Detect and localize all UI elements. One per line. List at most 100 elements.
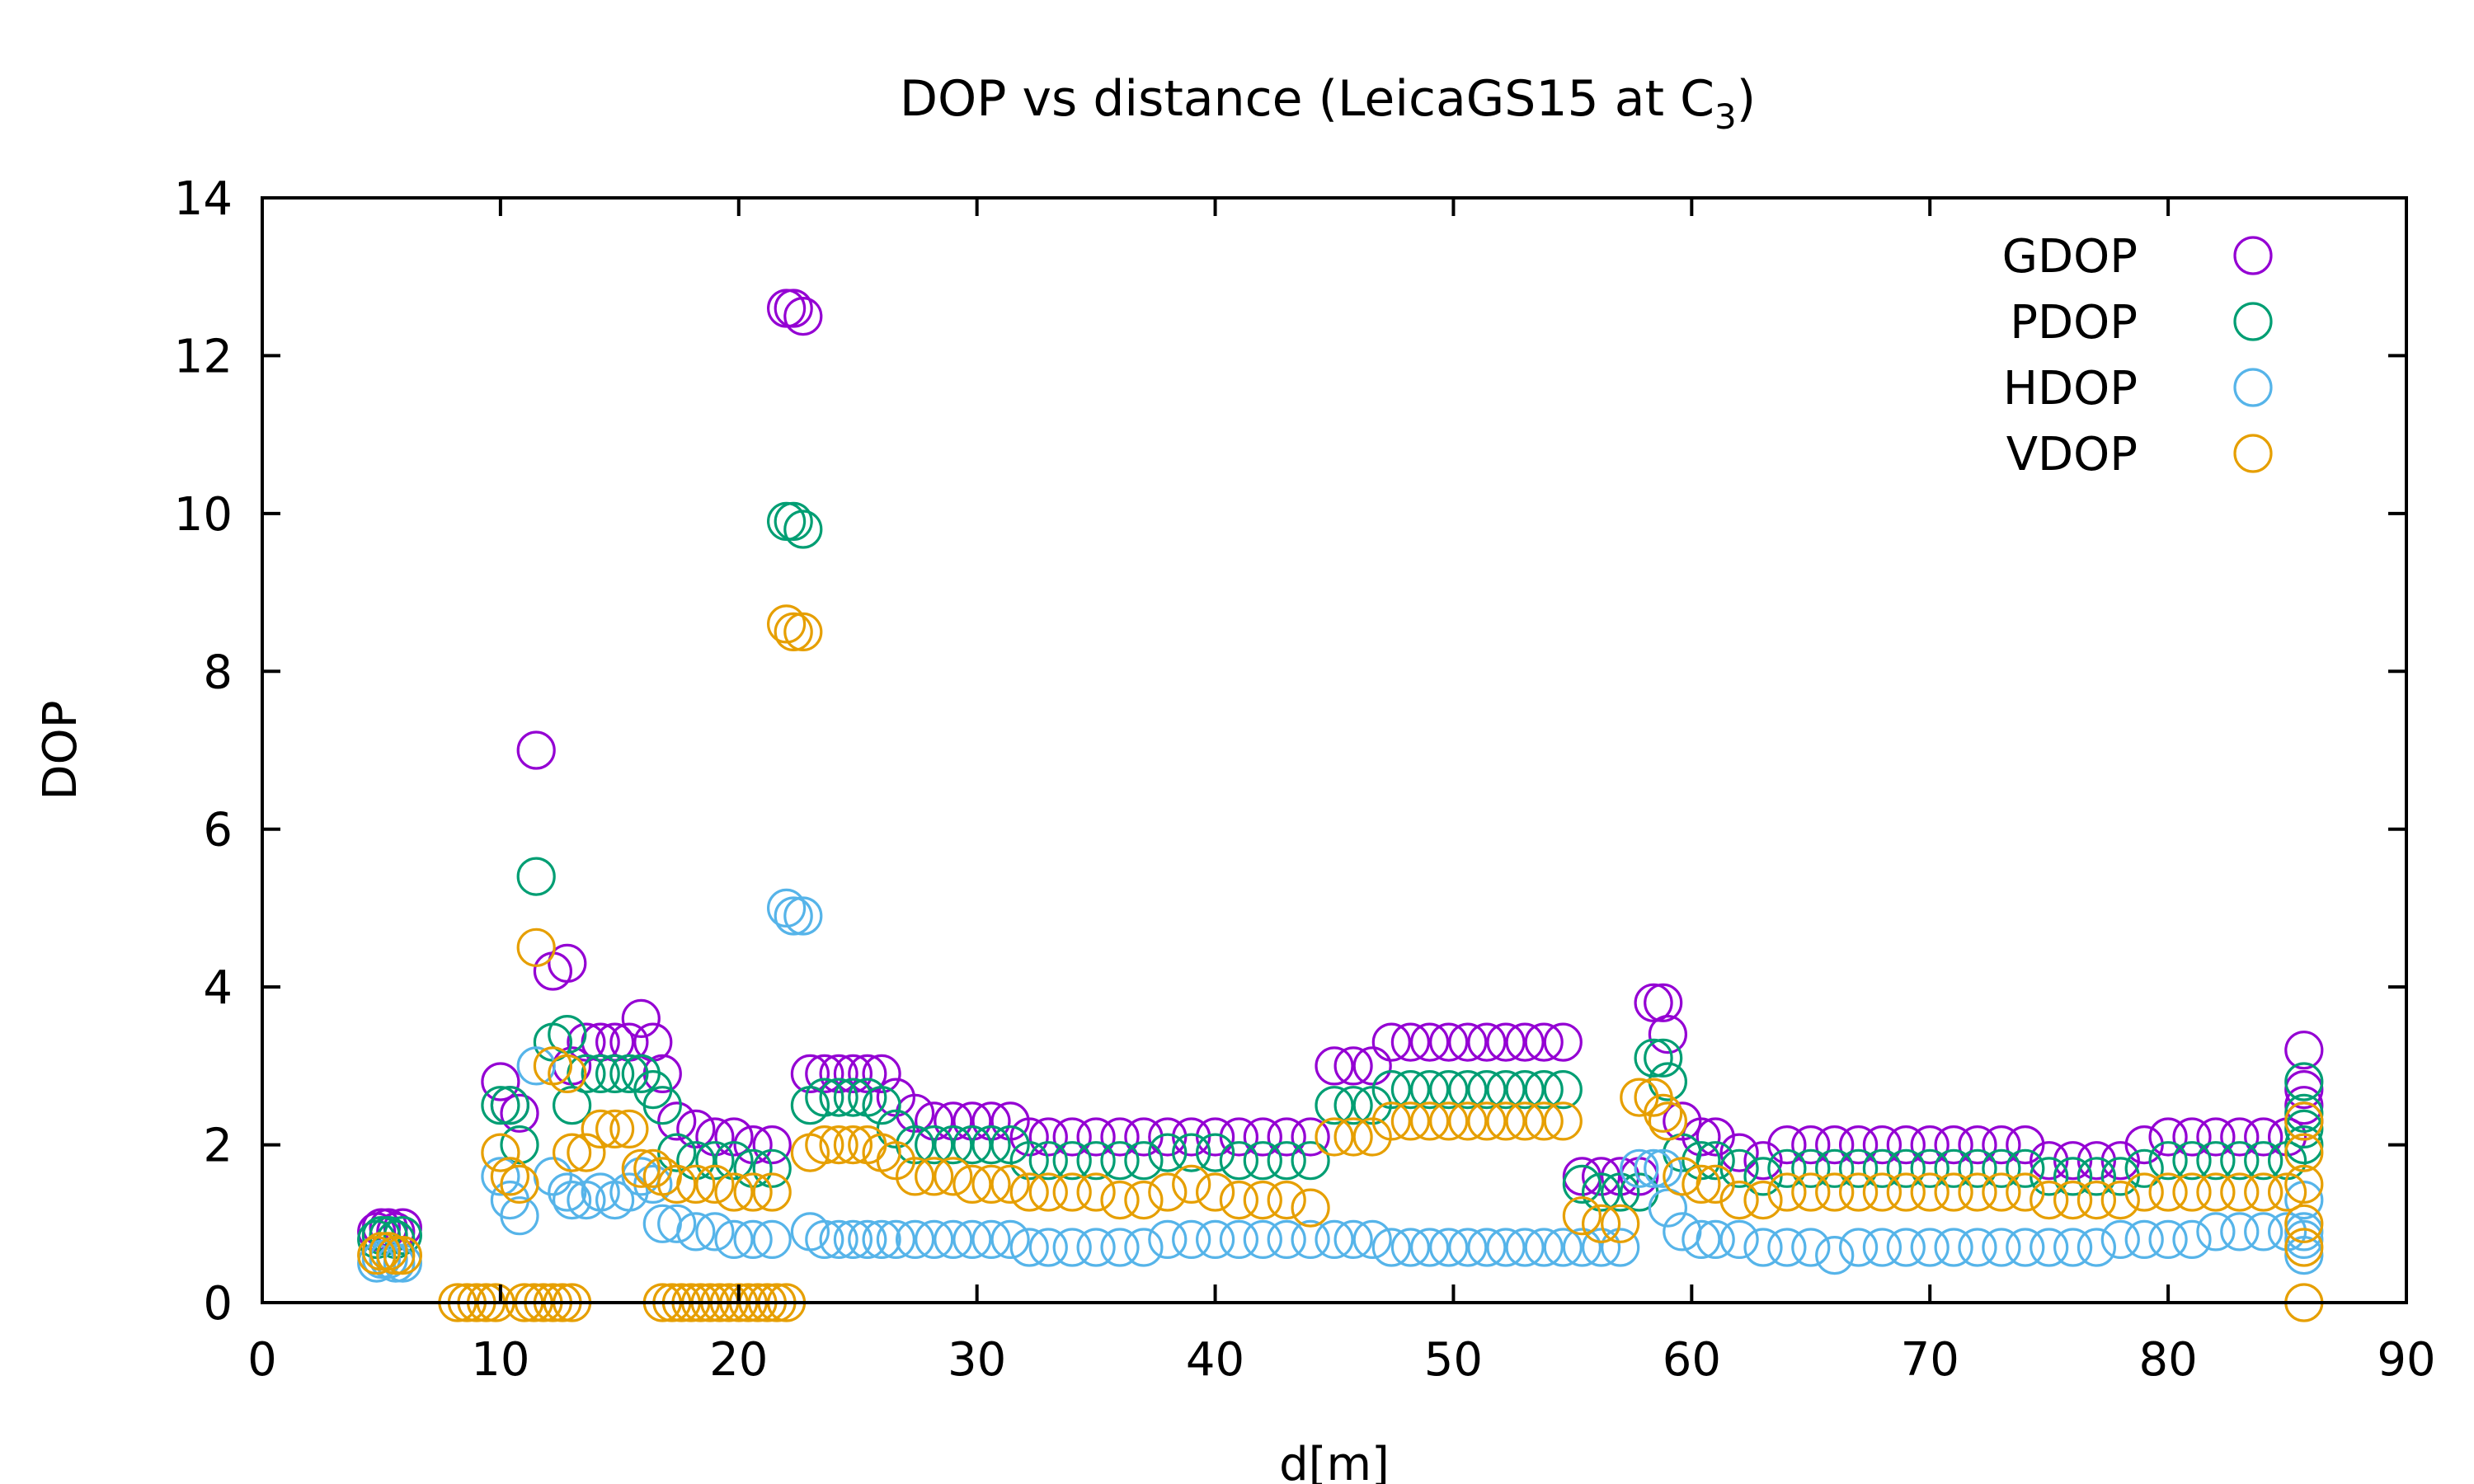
x-tick-label: 0 [247,1333,277,1387]
point-vdop [1243,1180,1282,1220]
point-hdop [2077,1228,2116,1267]
point-gdop [2284,1069,2324,1110]
point-vdop [1767,1172,1807,1212]
point-gdop [783,297,823,336]
point-hdop [1886,1228,1926,1267]
point-pdop [595,1054,635,1094]
legend-label-vdop: VDOP [2006,428,2138,481]
point-pdop [1644,1038,1683,1078]
point-pdop [657,1133,697,1172]
point-hdop [481,1157,520,1196]
point-vdop [595,1109,635,1149]
point-gdop [548,943,587,984]
point-gdop [1028,1117,1068,1157]
point-hdop [1076,1228,1116,1267]
point-gdop [862,1054,901,1094]
point-vdop [952,1164,992,1205]
point-pdop [1791,1148,1831,1188]
axis-ticks: 0 10 20 30 40 50 60 70 80 90 0 2 4 6 8 10 12 14 [174,172,2436,1387]
point-vdop [1148,1172,1188,1212]
point-gdop [1839,1125,1879,1165]
point-vdop [1791,1172,1831,1212]
point-pdop [774,501,813,542]
point-hdop [2124,1219,2164,1260]
point-pdop [1524,1069,1564,1110]
point-vdop [733,1172,773,1212]
point-gdop [1052,1117,1092,1157]
point-gdop [1390,1022,1431,1062]
point-vdop [2244,1172,2284,1212]
point-vdop [1815,1172,1855,1212]
point-hdop [1429,1228,1469,1267]
point-hdop [1791,1228,1831,1267]
point-vdop [1648,1101,1688,1141]
point-pdop [1028,1141,1068,1181]
legend-marker-vdop [2233,434,2273,473]
point-gdop [1371,1022,1411,1062]
point-gdop [971,1101,1011,1141]
point-vdop [805,1125,844,1165]
point-pdop [952,1125,992,1165]
plot-frame [261,196,2408,1304]
point-hdop [1052,1228,1092,1267]
point-hdop [1219,1219,1259,1260]
point-pdop [1505,1069,1545,1110]
point-gdop [2124,1125,2164,1165]
point-hdop [548,1172,587,1212]
point-vdop [1429,1101,1469,1141]
point-vdop [490,1157,530,1196]
point-vdop [1486,1101,1526,1141]
point-vdop [516,928,556,967]
point-gdop [1100,1117,1140,1157]
point-vdop [2006,1172,2045,1212]
point-vdop [1009,1172,1049,1212]
point-pdop [1910,1148,1950,1188]
point-vdop [915,1157,954,1196]
point-gdop [1815,1125,1855,1165]
point-hdop [657,1204,697,1243]
point-hdop [2220,1212,2260,1252]
point-hdop [714,1219,754,1260]
point-hdop [1648,1188,1688,1228]
point-hdop [676,1212,716,1252]
point-vdop [1982,1172,2021,1212]
point-vdop [1390,1101,1431,1141]
point-hdop [1486,1228,1526,1267]
point-hdop [2244,1212,2284,1252]
point-vdop [695,1164,735,1205]
point-gdop [1644,983,1683,1022]
point-gdop [595,1022,635,1062]
point-vdop [567,1133,606,1172]
point-pdop [2284,1125,2324,1165]
point-vdop [633,1148,673,1188]
point-pdop [2196,1141,2236,1181]
point-hdop [695,1212,735,1252]
point-pdop [695,1141,735,1181]
point-vdop [1644,1093,1683,1133]
point-vdop [1910,1172,1950,1212]
point-hdop [752,1219,792,1260]
point-vdop [1743,1180,1783,1220]
point-pdop [915,1125,954,1165]
point-hdop [1148,1219,1188,1260]
point-hdop [1815,1235,1855,1275]
point-pdop [1371,1069,1411,1110]
point-pdop [1562,1164,1602,1205]
point-vdop [1124,1180,1164,1220]
point-pdop [1862,1148,1902,1188]
legend-label-gdop: GDOP [2002,230,2138,284]
point-hdop [848,1219,887,1260]
point-gdop [805,1054,844,1094]
point-vdop [1505,1101,1545,1141]
point-hdop [1543,1228,1583,1267]
point-gdop [1648,1014,1688,1054]
point-vdop [714,1172,754,1212]
point-hdop [383,1243,422,1283]
point-gdop [1791,1125,1831,1165]
point-pdop [2220,1141,2260,1181]
point-hdop [1910,1228,1950,1267]
point-pdop [2284,1093,2324,1133]
point-pdop [552,1086,592,1125]
point-pdop [1958,1148,1997,1188]
point-gdop [1486,1022,1526,1062]
